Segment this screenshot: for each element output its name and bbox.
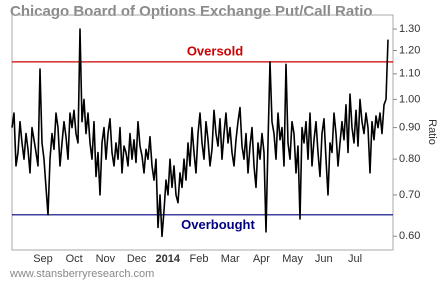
x-tick-label: Nov <box>96 253 116 265</box>
plot-frame <box>11 14 394 251</box>
x-tick-label: Sep <box>33 253 53 265</box>
y-tick-label: 1.30 <box>399 23 420 35</box>
series-line <box>11 28 389 238</box>
y-axis-label: Ratio <box>426 119 438 145</box>
x-tick-label: 2014 <box>156 253 181 265</box>
x-tick-label: Mar <box>221 253 240 265</box>
x-tick-label: Apr <box>253 253 270 265</box>
x-tick-label: Dec <box>127 253 147 265</box>
reference-label: Oversold <box>187 43 243 58</box>
y-tick-label: 0.80 <box>399 153 420 165</box>
y-tick-label: 0.90 <box>399 122 420 134</box>
y-tick-label: 0.60 <box>399 230 420 242</box>
y-tick-label: 1.10 <box>399 68 420 80</box>
x-tick-label: May <box>282 253 303 265</box>
x-tick-label: Oct <box>66 253 83 265</box>
source: www.stansberryresearch.com <box>9 268 154 280</box>
y-tick-label: 0.70 <box>399 189 420 201</box>
x-tick-label: Jul <box>348 253 362 265</box>
reference-label: Overbought <box>181 217 255 232</box>
x-tick-label: Feb <box>190 253 209 265</box>
x-tick-label: Jun <box>315 253 333 265</box>
y-tick-label: 1.20 <box>399 44 420 56</box>
chart-title: Chicago Board of Options Exchange Put/Ca… <box>10 3 373 20</box>
y-tick-label: 1.00 <box>399 93 420 105</box>
